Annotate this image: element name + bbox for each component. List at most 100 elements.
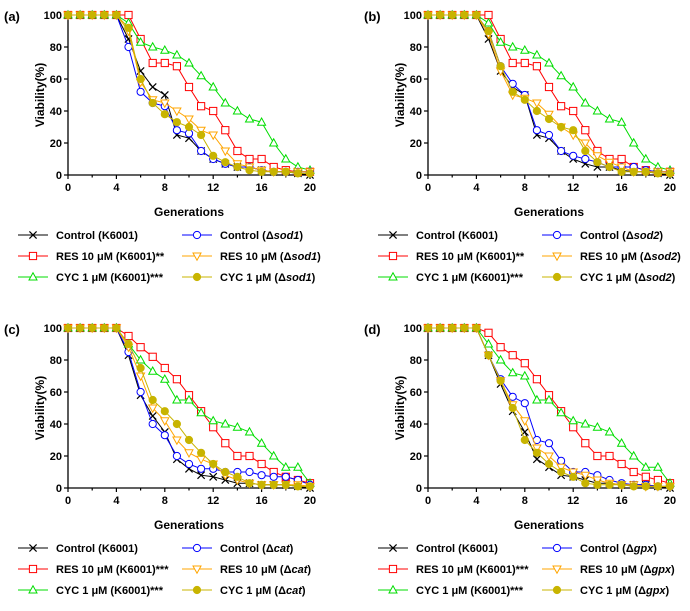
x-tick-label: 16 — [255, 182, 267, 194]
data-point — [172, 436, 182, 446]
data-point — [112, 323, 121, 333]
data-point — [221, 439, 230, 448]
data-point — [532, 455, 541, 464]
data-point — [159, 373, 170, 383]
data-point — [184, 459, 194, 469]
data-point — [580, 97, 591, 107]
data-point — [221, 158, 230, 167]
y-tick-label: 60 — [410, 387, 422, 399]
data-point — [617, 459, 626, 469]
panel-letter: (a) — [4, 9, 20, 24]
data-point — [532, 444, 542, 454]
data-point — [209, 459, 218, 469]
x-tick-label: 0 — [425, 495, 431, 507]
legend-swatch-marker — [552, 565, 562, 575]
data-point — [593, 451, 602, 461]
data-point — [147, 41, 158, 51]
data-point — [508, 87, 517, 96]
legend-item: RES 10 μM (Δcat) — [182, 564, 311, 576]
data-point — [148, 82, 157, 92]
data-point — [605, 480, 614, 489]
data-point — [544, 110, 554, 120]
data-point — [184, 115, 194, 125]
series-6 — [423, 10, 675, 178]
data-point — [208, 415, 219, 425]
data-point — [629, 467, 638, 477]
data-point — [197, 102, 206, 111]
legend-swatch-marker — [388, 543, 398, 553]
data-point — [148, 419, 157, 429]
series-line — [428, 14, 670, 174]
data-point — [220, 147, 231, 157]
data-point — [460, 10, 469, 20]
x-tick-label: 16 — [615, 182, 627, 194]
x-tick-label: 8 — [162, 182, 168, 194]
y-tick-label: 60 — [410, 74, 422, 86]
x-tick-label: 12 — [567, 182, 579, 194]
data-point — [593, 158, 602, 167]
legend-label: RES 10 μM (K6001)*** — [56, 564, 169, 576]
x-axis-title: Generations — [514, 205, 584, 219]
panel-letter: (d) — [364, 322, 381, 337]
panel-letter: (c) — [4, 322, 20, 337]
data-point — [160, 110, 169, 119]
x-tick-label: 20 — [664, 495, 676, 507]
data-point — [245, 154, 254, 164]
legend-swatch-marker — [388, 251, 398, 261]
data-point — [544, 452, 554, 462]
series-1 — [63, 10, 315, 180]
data-point — [484, 10, 493, 20]
legend-label: RES 10 μM (K6001)** — [56, 251, 165, 263]
data-point — [665, 169, 675, 178]
data-point — [196, 70, 206, 80]
chart-panel-2: (b) 0 20 40 60 80 100 0 4 8 12 16 20 Generations Viabi… — [364, 9, 681, 284]
y-axis-title: Viability(%) — [33, 63, 47, 127]
data-point — [628, 137, 639, 147]
y-axis-title: Viability(%) — [33, 376, 47, 440]
legend-swatch-marker — [28, 584, 38, 594]
legend-item: RES 10 μM (K6001)*** — [18, 564, 169, 576]
data-point — [197, 471, 206, 480]
legend-item: RES 10 μM (K6001)*** — [378, 564, 529, 576]
data-point — [483, 17, 494, 27]
legend-label: CYC 1 μM (K6001)*** — [56, 272, 164, 284]
data-point — [100, 10, 109, 20]
data-point — [472, 10, 481, 20]
data-point — [112, 10, 121, 20]
x-tick-label: 4 — [113, 182, 120, 194]
data-point — [616, 163, 627, 173]
x-axis-title: Generations — [154, 205, 224, 219]
y-tick-label: 60 — [50, 387, 62, 399]
data-point — [581, 439, 590, 448]
data-point — [484, 26, 493, 36]
legend-label: RES 10 μM (K6001)** — [416, 251, 525, 263]
data-point — [148, 98, 157, 108]
data-point — [436, 323, 445, 333]
data-point — [508, 58, 517, 68]
legend-label: Control (Δsod1) — [220, 230, 303, 242]
legend-label: RES 10 μM (Δsod2) — [580, 251, 681, 263]
data-point — [172, 419, 181, 429]
data-point — [221, 126, 230, 135]
legend-swatch-marker — [192, 543, 202, 553]
data-point — [640, 461, 651, 471]
data-point — [280, 461, 291, 471]
data-point — [556, 407, 566, 417]
data-point — [63, 10, 73, 20]
series-line — [68, 14, 310, 173]
x-tick-label: 12 — [567, 495, 579, 507]
data-point — [160, 90, 169, 100]
x-tick-label: 8 — [522, 495, 528, 507]
data-point — [268, 450, 279, 460]
data-point — [544, 82, 554, 92]
data-point — [520, 359, 529, 368]
legend-label: Control (Δgpx) — [580, 543, 657, 555]
data-point — [269, 480, 278, 489]
y-tick-label: 40 — [50, 106, 62, 118]
data-point — [281, 167, 290, 176]
data-point — [233, 472, 242, 481]
data-point — [580, 139, 591, 149]
y-tick-label: 80 — [410, 355, 422, 367]
data-point — [172, 375, 182, 384]
data-point — [532, 394, 542, 404]
